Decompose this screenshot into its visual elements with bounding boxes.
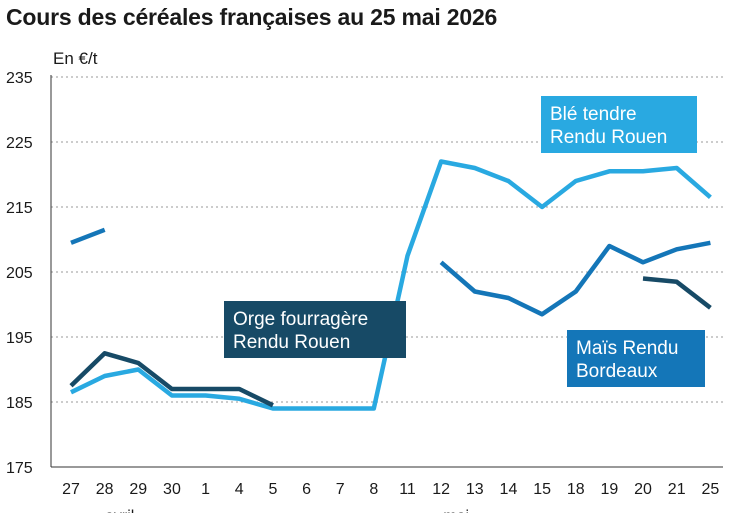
series-line-mais-rendu-bordeaux-2 — [439, 240, 711, 317]
y-axis-ticks: 175 185 195 205 215 225 235 — [6, 70, 33, 477]
x-tick-25: 25 — [701, 481, 719, 498]
x-tick-6: 6 — [302, 481, 311, 498]
x-tick-29: 29 — [129, 481, 147, 498]
month-labels: avril mai — [105, 508, 469, 513]
chart-title: Cours des céréales françaises au 25 mai … — [6, 4, 498, 30]
axes — [50, 75, 723, 468]
x-tick-28: 28 — [96, 481, 114, 498]
x-tick-21: 21 — [668, 481, 686, 498]
label-text-orge-fourragere-rendu-rouen-1: Orge fourragère — [233, 309, 368, 330]
label-text-mais-rendu-bordeaux-1: Maïs Rendu — [576, 338, 678, 359]
y-tick-175: 175 — [6, 460, 33, 477]
x-tick-19: 19 — [601, 481, 619, 498]
x-tick-15: 15 — [533, 481, 551, 498]
series-line-orge-fourragere-rendu-rouen-1 — [69, 351, 274, 408]
y-tick-205: 205 — [6, 265, 33, 282]
y-axis-unit: En €/t — [53, 49, 98, 68]
y-tick-215: 215 — [6, 200, 33, 217]
label-text-ble-tendre-rendu-rouen-2: Rendu Rouen — [550, 127, 667, 148]
y-tick-225: 225 — [6, 135, 33, 152]
month-label-avril: avril — [105, 508, 134, 513]
label-text-orge-fourragere-rendu-rouen-2: Rendu Rouen — [233, 332, 350, 353]
x-tick-18: 18 — [567, 481, 585, 498]
label-text-ble-tendre-rendu-rouen-1: Blé tendre — [550, 104, 637, 125]
x-tick-27: 27 — [62, 481, 80, 498]
x-tick-30: 30 — [163, 481, 181, 498]
label-box-ble-tendre-rendu-rouen — [541, 96, 697, 153]
x-tick-5: 5 — [268, 481, 277, 498]
label-text-mais-rendu-bordeaux-2: Bordeaux — [576, 361, 658, 382]
x-tick-7: 7 — [336, 481, 345, 498]
x-axis-ticks: 27 28 29 30 1 4 5 6 7 8 11 12 13 14 15 18 19 20 21 25 — [62, 481, 719, 498]
x-tick-12: 12 — [432, 481, 450, 498]
label-box-mais-rendu-bordeaux — [567, 330, 705, 387]
x-tick-11: 11 — [399, 481, 416, 498]
y-tick-195: 195 — [6, 330, 33, 347]
x-tick-13: 13 — [466, 481, 484, 498]
label-box-orge-fourragere-rendu-rouen — [224, 301, 406, 358]
x-tick-1: 1 — [201, 481, 210, 498]
x-tick-4: 4 — [235, 481, 244, 498]
x-tick-14: 14 — [500, 481, 518, 498]
x-tick-20: 20 — [634, 481, 652, 498]
x-tick-8: 8 — [369, 481, 378, 498]
y-tick-235: 235 — [6, 70, 33, 87]
y-tick-185: 185 — [6, 395, 33, 412]
series-line-orge-fourragere-rendu-rouen-2 — [642, 276, 712, 310]
series-line-mais-rendu-bordeaux-1 — [70, 227, 106, 245]
month-label-mai: mai — [443, 508, 469, 513]
